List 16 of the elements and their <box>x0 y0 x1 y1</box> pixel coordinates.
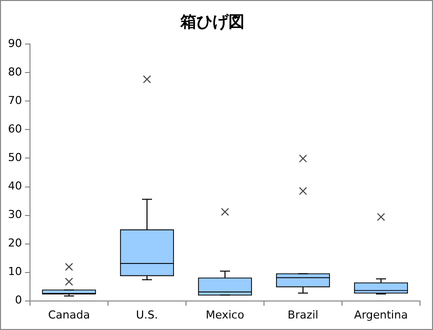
y-tick-label: 90 <box>8 37 22 50</box>
y-tick-label: 70 <box>8 94 22 108</box>
y-tick-label: 50 <box>8 151 22 164</box>
chart-title: 箱ひげ図 <box>180 12 244 31</box>
x-tick-label: Brazil <box>288 308 318 322</box>
y-tick-label: 20 <box>8 236 22 250</box>
x-tick-label: U.S. <box>136 308 158 322</box>
x-tick-label: Argentina <box>354 308 408 322</box>
y-tick-label: 40 <box>8 180 22 193</box>
y-tick-label: 0 <box>14 294 22 307</box>
x-tick-label: Mexico <box>206 308 244 322</box>
y-tick-label: 60 <box>8 122 22 136</box>
y-tick-label: 80 <box>8 66 22 79</box>
y-tick-label: 30 <box>8 208 22 222</box>
y-tick-label: 10 <box>8 265 22 278</box>
x-tick-label: Canada <box>48 308 90 322</box>
